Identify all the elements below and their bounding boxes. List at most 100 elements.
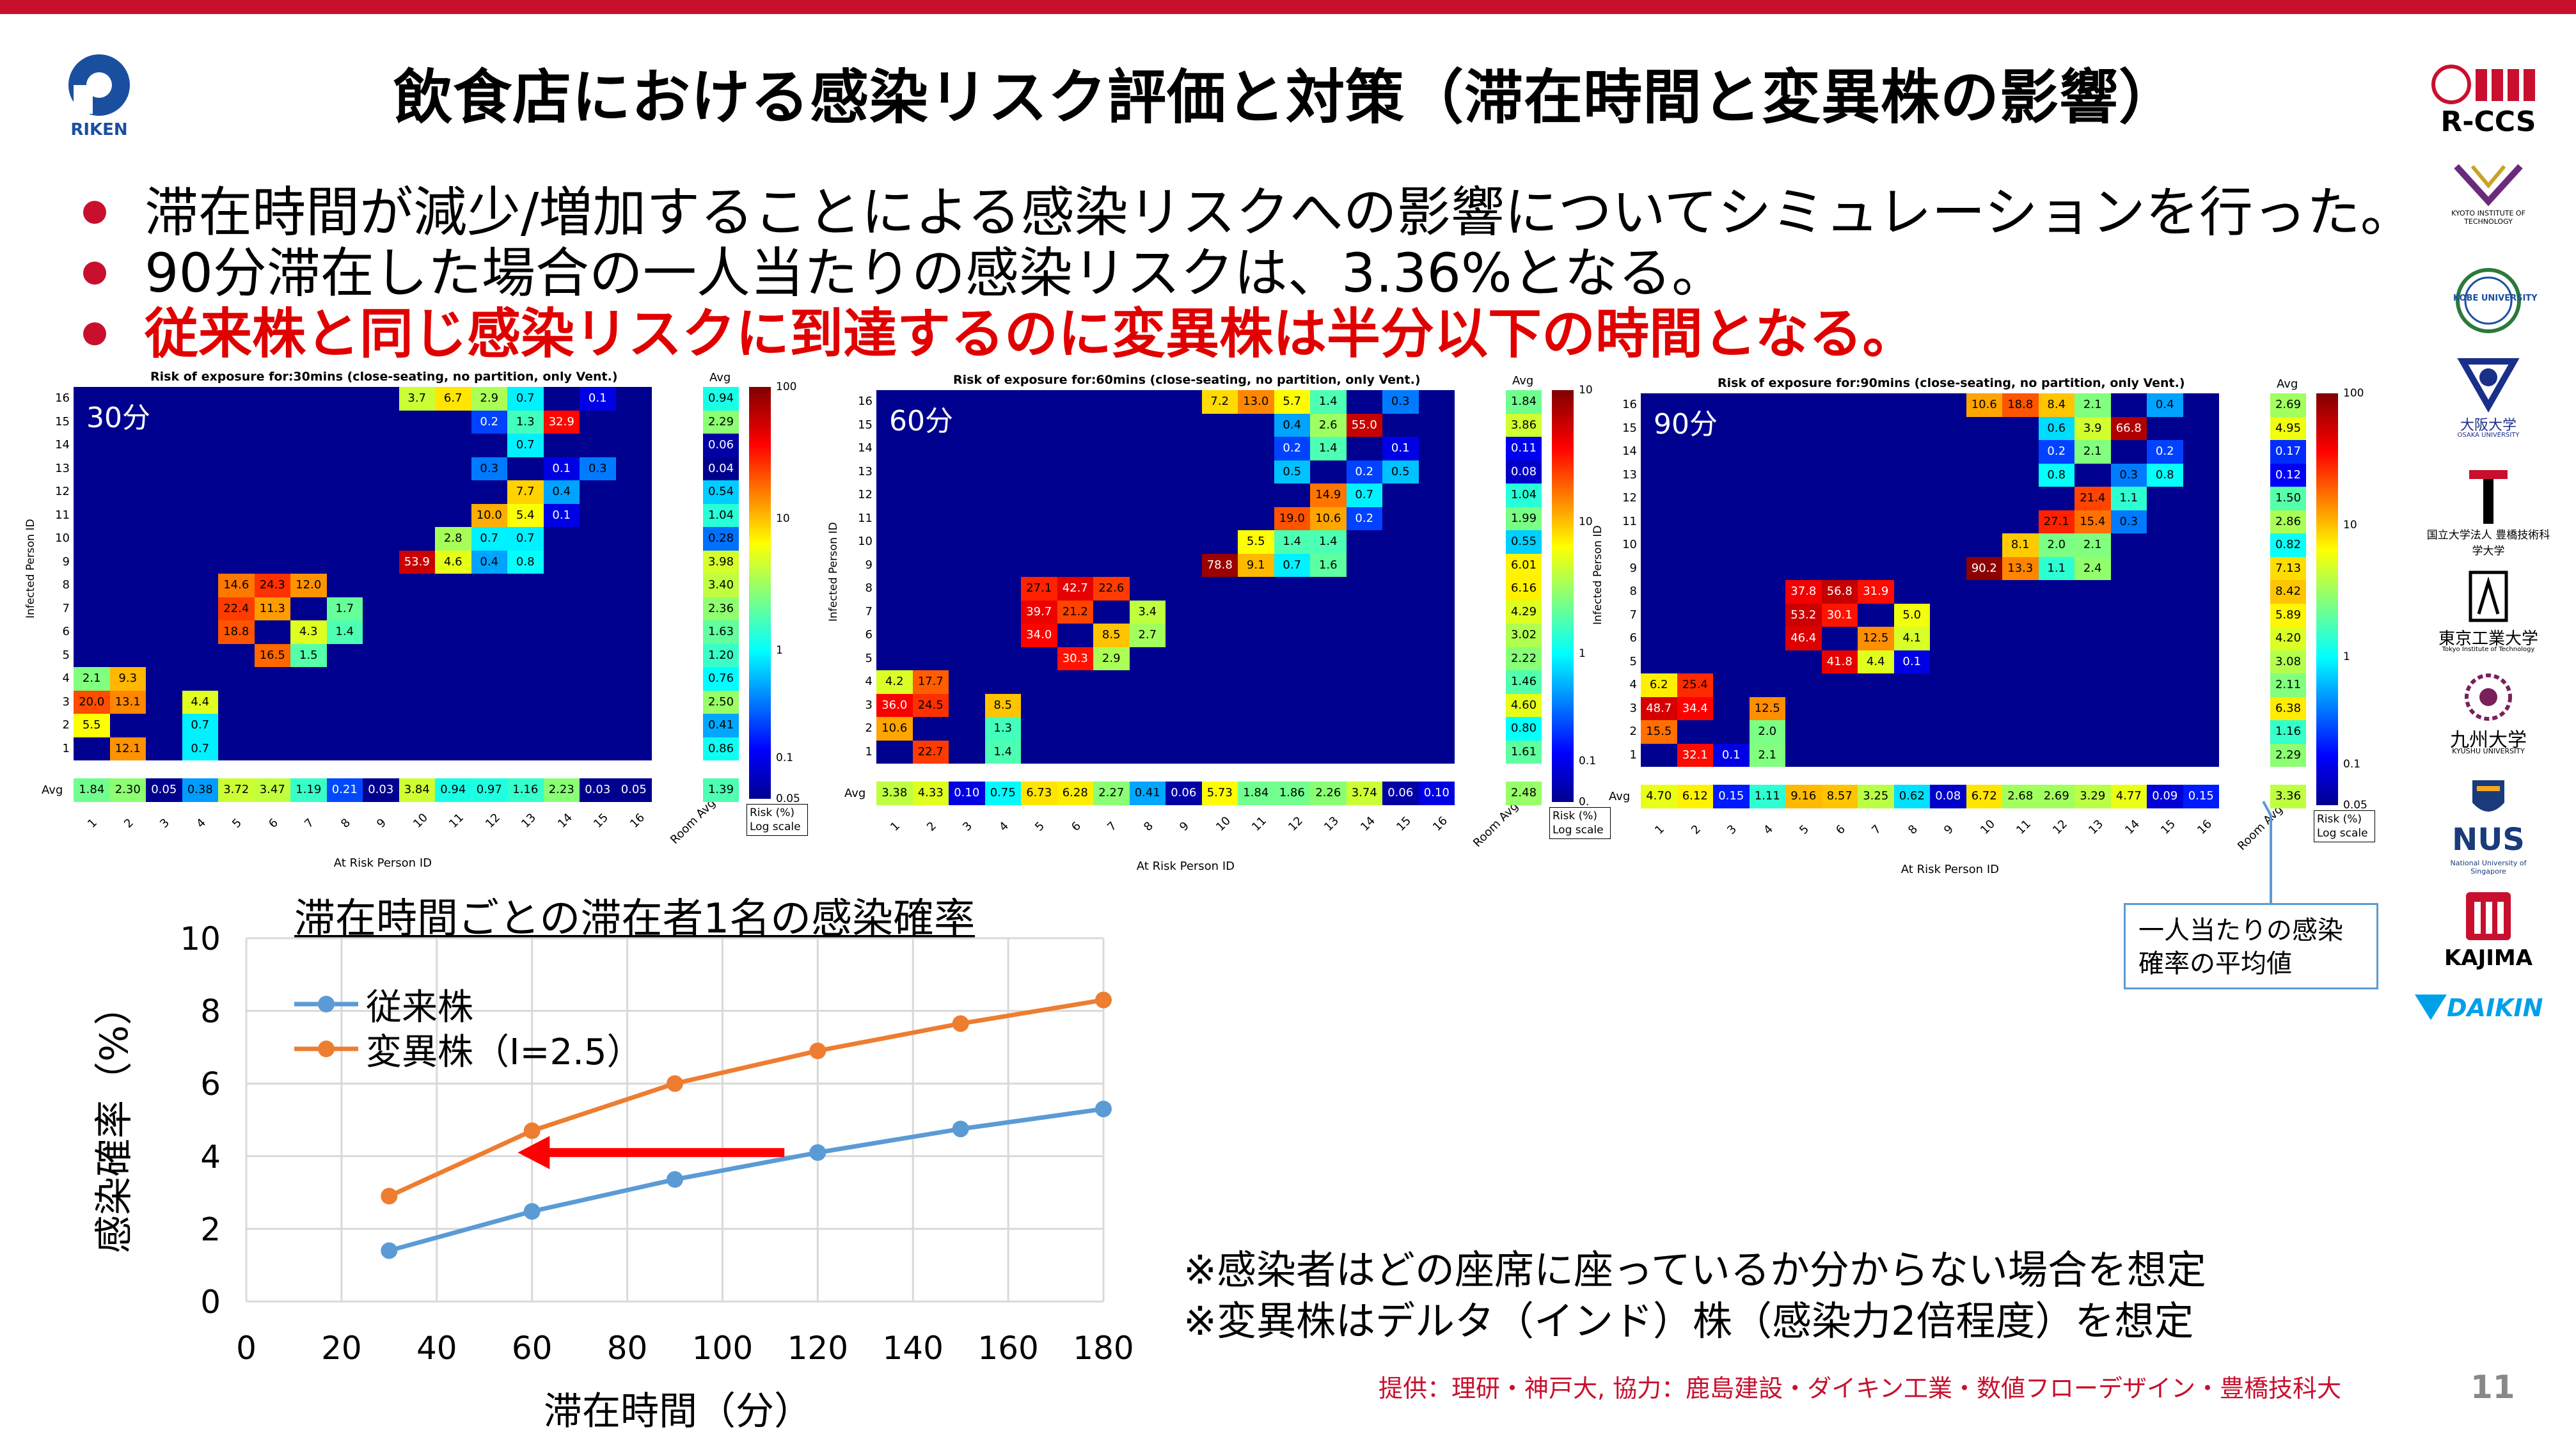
heatmap-y-tick: 12 (55, 485, 70, 498)
legend-item: 変異株（I=2.5） (294, 1026, 643, 1073)
daikin-logo-text: DAIKIN (2447, 994, 2543, 1022)
heatmap-cell: 0.8 (2147, 463, 2183, 487)
heatmap-cell: 2.1 (2074, 440, 2111, 464)
heatmap-cell: 32.1 (1677, 743, 1713, 767)
heatmap-cell: 0.3 (1382, 390, 1419, 414)
heatmap-cell: 5.4 (507, 503, 544, 527)
kyushu-logo-mark (2465, 673, 2512, 721)
heatmap-row-avg: 1.04 (1506, 484, 1542, 507)
heatmap-col-avg: 0.08 (1930, 785, 1966, 808)
heatmap-y-tick: 8 (62, 578, 70, 592)
heatmap-cell: 2.0 (1749, 720, 1785, 744)
heatmap-room-avg: 3.36 (2270, 785, 2306, 808)
heatmap-y-tick: 7 (62, 601, 70, 615)
heatmap-cell: 10.0 (471, 503, 507, 527)
heatmap-y-tick: 4 (1629, 678, 1637, 691)
heatmap-cell: 0.1 (543, 457, 580, 480)
heatmap-cell: 1.7 (326, 597, 363, 620)
heatmap-row-avg: 4.20 (2270, 627, 2306, 650)
heatmap-y-tick: 3 (865, 698, 873, 712)
heatmap-col-avg: 3.25 (1858, 785, 1894, 808)
series-line-0 (388, 1106, 1104, 1253)
osaka-logo-mark (2457, 358, 2520, 413)
heatmap-col-avg: 3.38 (876, 782, 913, 805)
heatmap-col-avg: 2.30 (109, 778, 146, 802)
heatmap-y-tick: 14 (1622, 444, 1637, 458)
heatmap-col-avg: 0.97 (471, 778, 507, 802)
x-tick-label: 180 (1073, 1330, 1134, 1367)
heatmap-cell: 37.8 (1785, 580, 1822, 604)
heatmap-cell: 21.4 (2074, 487, 2111, 510)
heatmap-y-tick: 15 (55, 414, 70, 429)
heatmap-cell: 2.8 (435, 527, 471, 551)
heatmap-cell: 4.4 (1858, 650, 1894, 673)
heatmap-y-tick: 2 (1629, 725, 1637, 738)
heatmap-col-avg: 8.57 (1821, 785, 1858, 808)
heatmap-cell: 8.1 (2002, 533, 2039, 557)
heatmap-cell: 2.1 (2074, 393, 2111, 417)
heatmap-col-avg: 2.69 (2038, 785, 2074, 808)
heatmap-row-avg: 1.99 (1506, 507, 1542, 530)
heatmap-cell: 10.6 (1310, 507, 1347, 530)
heatmap-row-avg: 1.61 (1506, 740, 1542, 764)
heatmap-cell: 1.4 (1310, 390, 1347, 414)
heatmap-cell: 4.3 (290, 620, 327, 644)
x-tick-label: 160 (977, 1330, 1038, 1367)
heatmap-col-avg: 2.26 (1310, 782, 1347, 805)
heatmap-col-avg: 1.16 (507, 778, 544, 802)
colorbar-scale-label: Risk (%) Log scale (747, 804, 808, 836)
bullet-2: 90分滞在した場合の一人当たりの感染リスクは、3.36%となる。 (83, 230, 1725, 308)
kobe-logo: KOBE UNIVERSITY (2453, 265, 2538, 336)
line-chart-title: 滞在時間ごとの滞在者1名の感染確率 (294, 895, 976, 943)
heatmap-cell: 8.5 (984, 693, 1021, 717)
heatmap-cell: 0.1 (543, 503, 580, 527)
heatmap-cell: 78.8 (1201, 553, 1238, 577)
tokyotech-logo-subtext: Tokyo Institute of Technology (2442, 646, 2535, 653)
heatmap-y-tick: 11 (858, 511, 873, 525)
callout-pointer (2262, 801, 2272, 905)
heatmap-cell: 22.7 (912, 740, 949, 764)
heatmap-room-avg: 1.39 (703, 778, 739, 802)
data-point (381, 1188, 398, 1205)
data-point (667, 1075, 683, 1092)
heatmap-y-tick: 9 (62, 554, 70, 569)
heatmap-row-avg: 0.28 (703, 527, 739, 551)
legend-label: 従来株 (366, 986, 473, 1028)
note-1: ※感染者はどの座席に座っているか分からない場合を想定 (1183, 1246, 2206, 1293)
heatmap-cell: 0.7 (1346, 484, 1382, 507)
heatmap-row-avg: 3.02 (1506, 624, 1542, 647)
heatmap-cell: 55.0 (1346, 413, 1382, 437)
heatmap-cell: 0.6 (2038, 416, 2074, 440)
heatmap-row-avg: 1.20 (703, 643, 739, 667)
heatmap-cell: 13.0 (1238, 390, 1274, 414)
annotation-arrow-head (518, 1136, 550, 1170)
heatmap-cell: 2.9 (1093, 647, 1130, 670)
heatmap-cell: 4.2 (876, 670, 913, 694)
heatmap-cell: 2.0 (2038, 533, 2074, 557)
heatmap-col-avg: 5.73 (1201, 782, 1238, 805)
heatmap-cell: 32.9 (543, 410, 580, 434)
heatmap-cell: 5.7 (1274, 390, 1310, 414)
legend-marker (294, 1041, 358, 1057)
colorbar-tick: 0.05 (776, 792, 800, 805)
heatmap-row-avg: 4.95 (2270, 416, 2306, 440)
data-point (523, 1122, 541, 1140)
colorbar-tick: 10 (1579, 515, 1593, 529)
heatmap-cell: 48.7 (1641, 696, 1677, 720)
colorbar-tick: 0.1 (1579, 754, 1597, 767)
heatmap-row-avg: 0.11 (1506, 437, 1542, 460)
heatmap-col-avg: 3.29 (2074, 785, 2111, 808)
heatmap-cell: 31.9 (1858, 580, 1894, 604)
heatmap-cell: 0.3 (471, 457, 507, 480)
heatmap-cell: 2.6 (1310, 413, 1347, 437)
heatmap-cell: 22.4 (218, 597, 255, 620)
heatmap-cell: 2.1 (2074, 533, 2111, 557)
heatmap-y-tick: 3 (62, 695, 70, 709)
heatmap-cell: 42.7 (1057, 577, 1093, 601)
colorbar-tick: 0.05 (2343, 799, 2367, 812)
heatmap-duration-label: 90分 (1654, 408, 1718, 441)
heatmap-row-avg: 4.29 (1506, 600, 1542, 624)
heatmap-cell: 30.1 (1821, 603, 1858, 627)
heatmap-row-avg: 2.86 (2270, 510, 2306, 533)
